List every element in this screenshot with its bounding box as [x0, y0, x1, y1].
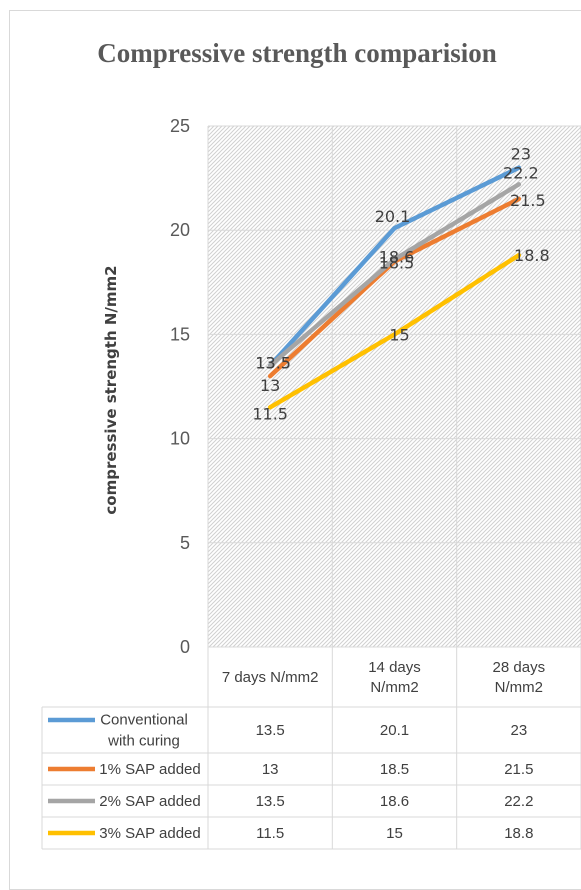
data-label: 23	[511, 145, 531, 164]
data-label: 18.8	[514, 246, 550, 265]
legend-label: 1% SAP added	[99, 761, 200, 778]
table-cell: 21.5	[504, 761, 533, 778]
data-label: 13.5	[255, 354, 291, 373]
legend-label: 2% SAP added	[99, 793, 200, 810]
table-cell: 15	[386, 825, 403, 842]
legend-label: with curing	[107, 733, 180, 750]
y-tick-label: 10	[170, 429, 190, 449]
table-cell: 18.8	[504, 825, 533, 842]
plot-hatch	[208, 126, 581, 647]
data-label: 21.5	[510, 191, 546, 210]
x-category-label: 7 days N/mm2	[222, 669, 319, 686]
x-category-label: 28 days	[493, 659, 546, 676]
table-cell: 11.5	[256, 825, 284, 842]
table-cell: 22.2	[504, 793, 533, 810]
y-tick-label: 25	[170, 116, 190, 136]
data-label: 20.1	[375, 207, 411, 226]
legend-label: 3% SAP added	[99, 825, 200, 842]
y-tick-label: 0	[180, 637, 190, 657]
table-cell: 18.6	[380, 793, 409, 810]
data-label: 18.5	[379, 253, 415, 272]
x-category-label: N/mm2	[370, 679, 418, 696]
data-label: 13	[260, 376, 280, 395]
y-tick-label: 5	[180, 533, 190, 553]
table-cell: 13.5	[256, 722, 285, 739]
table-cell: 13.5	[256, 793, 285, 810]
x-category-label: N/mm2	[495, 679, 543, 696]
table-cell: 13	[262, 761, 279, 778]
data-label: 22.2	[503, 163, 539, 182]
series-line	[267, 165, 522, 368]
y-axis-label: compressive strength N/mm2	[102, 265, 120, 514]
chart-title: Compressive strength comparision	[97, 38, 497, 68]
x-category-label: 14 days	[368, 659, 421, 676]
data-label: 13.5	[255, 354, 291, 373]
table-cell: 23	[510, 722, 527, 739]
table-cell: 20.1	[380, 722, 409, 739]
data-label: 11.5	[252, 404, 288, 423]
series-line	[267, 182, 522, 368]
series-line	[267, 252, 522, 410]
legend-label: Conventional	[100, 712, 188, 729]
y-tick-label: 15	[170, 324, 190, 344]
y-tick-label: 20	[170, 220, 190, 240]
table-cell: 18.5	[380, 761, 409, 778]
data-label: 18.6	[379, 247, 415, 266]
data-label: 15	[389, 325, 409, 344]
